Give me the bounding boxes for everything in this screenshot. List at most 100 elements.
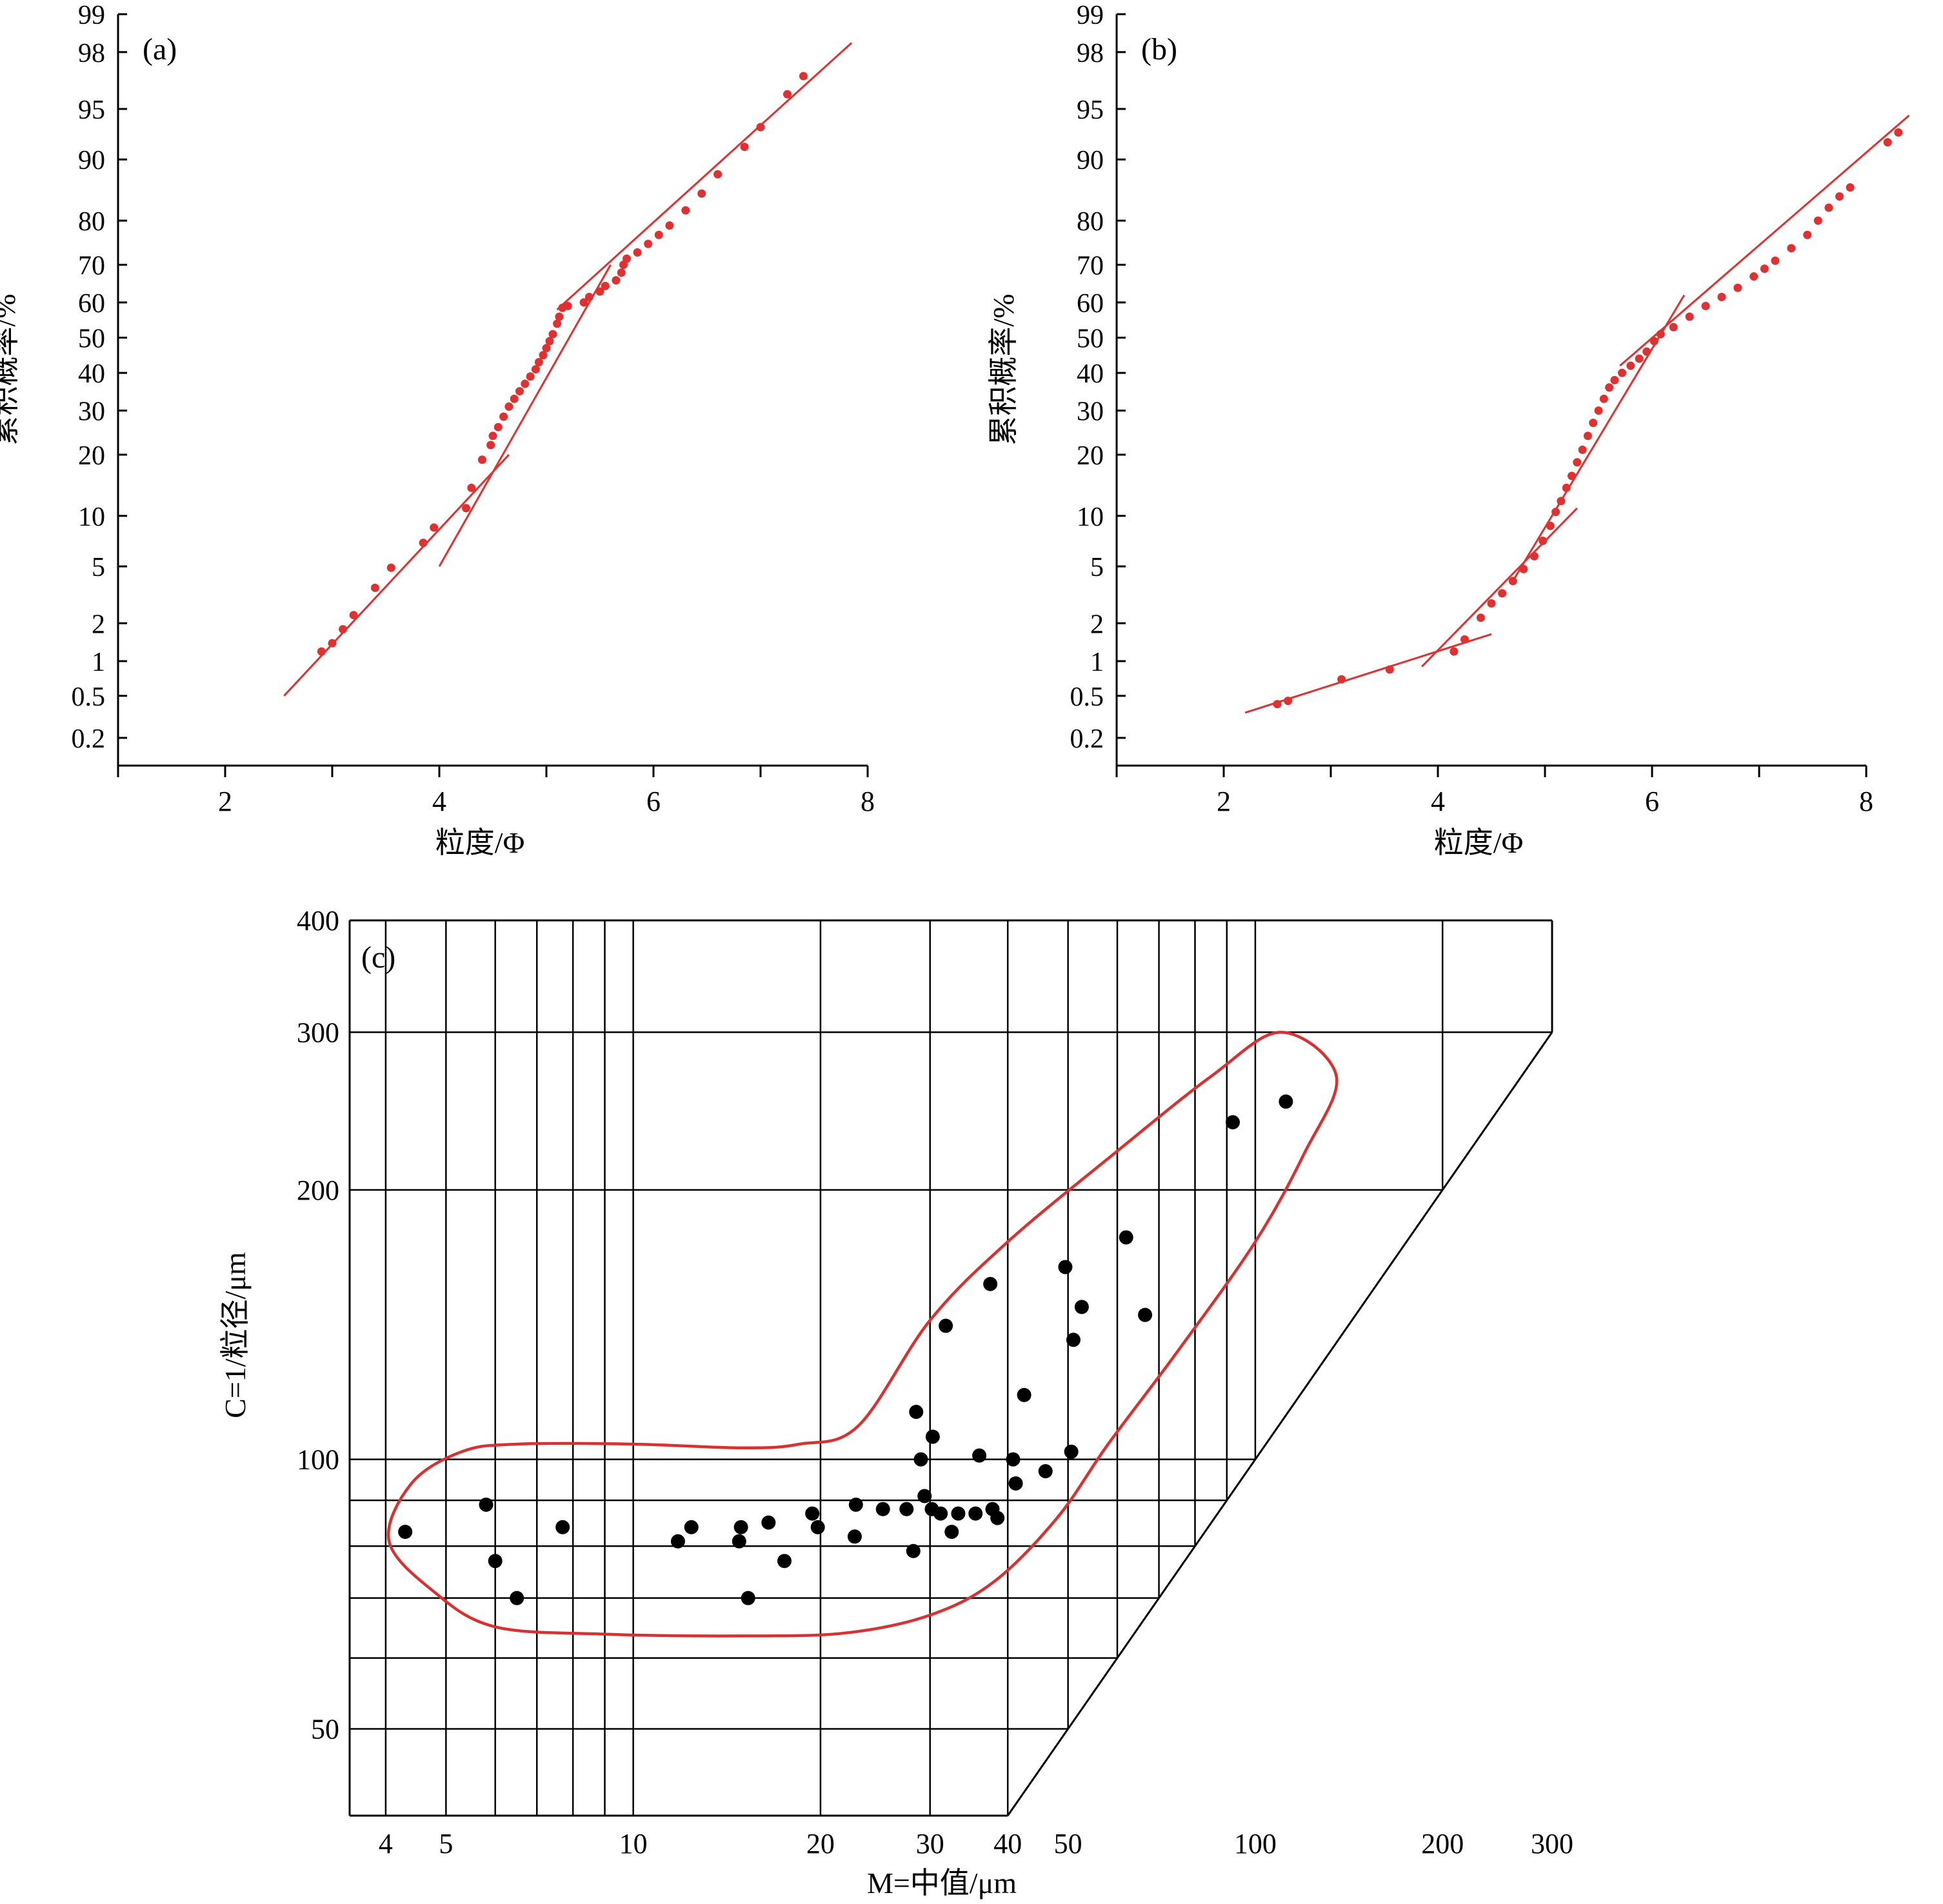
x-tick-label: 50 — [1054, 1828, 1082, 1859]
x-tick-label: 8 — [861, 786, 875, 817]
y-tick-label: 80 — [78, 207, 105, 237]
data-point — [370, 583, 379, 592]
y-tick-label: 2 — [92, 610, 105, 639]
y-tick-label: 50 — [311, 1713, 339, 1745]
data-point — [1074, 1300, 1089, 1314]
envelope-outline — [386, 1031, 1339, 1638]
data-point — [741, 1591, 755, 1605]
panel-b-y-axis-label: 累积概率/% — [987, 293, 1020, 445]
data-point — [1529, 551, 1539, 560]
data-point — [670, 1534, 685, 1549]
panel-a-y-ticks: 0.2 0.5 1 2 5 10 20 30 40 50 60 70 80 90 95 98 99 — [72, 1, 127, 754]
panel-a-x-ticks: 2 4 6 8 — [117, 766, 875, 817]
data-point — [515, 387, 524, 396]
data-point — [531, 365, 540, 374]
data-point — [1006, 1452, 1021, 1467]
data-point — [1064, 1444, 1079, 1459]
data-point — [1846, 183, 1855, 192]
data-point — [805, 1506, 820, 1521]
data-point — [548, 330, 557, 339]
data-point — [462, 504, 470, 513]
y-tick-label: 60 — [1077, 289, 1104, 319]
data-point — [526, 372, 535, 381]
panel-c-cm-chart: 50 100 200 300 400 4 5 10 20 30 40 50 100 200 300 (c)… — [219, 905, 1573, 1899]
data-point — [951, 1506, 966, 1521]
data-point — [1642, 347, 1651, 356]
y-tick-label: 40 — [78, 359, 105, 389]
x-tick-label: 40 — [993, 1828, 1022, 1859]
y-tick-label: 10 — [78, 502, 105, 532]
y-tick-label: 70 — [78, 251, 105, 281]
panel-b-x-ticks: 2 4 6 8 — [1115, 766, 1873, 817]
data-point — [545, 337, 554, 346]
data-point — [553, 319, 562, 328]
y-tick-label: 400 — [297, 905, 339, 937]
data-point — [917, 1489, 932, 1503]
data-point — [939, 1318, 953, 1333]
data-point — [521, 379, 530, 388]
data-point — [488, 431, 497, 441]
y-tick-label: 20 — [78, 441, 105, 471]
data-point — [1610, 375, 1619, 384]
data-point — [510, 1591, 524, 1605]
data-point — [1498, 589, 1507, 598]
y-tick-label: 5 — [1090, 553, 1104, 582]
data-point — [665, 221, 674, 230]
data-point — [486, 441, 495, 450]
y-tick-label: 1 — [92, 648, 105, 677]
y-tick-label: 5 — [92, 553, 105, 582]
data-point — [349, 611, 358, 620]
panel-b-x-axis-label: 粒度/Φ — [1434, 826, 1523, 859]
data-point — [1508, 577, 1517, 586]
y-tick-label: 2 — [1090, 610, 1104, 639]
x-tick-label: 5 — [439, 1828, 453, 1859]
data-point — [1008, 1476, 1023, 1491]
y-tick-label: 20 — [1077, 441, 1104, 471]
data-point — [1539, 536, 1548, 545]
data-point — [328, 639, 337, 648]
data-point — [1835, 192, 1844, 201]
x-tick-label: 6 — [646, 786, 661, 817]
data-point — [579, 298, 588, 307]
data-point — [697, 189, 706, 198]
panel-c-envelope — [386, 1031, 1339, 1638]
data-point — [488, 1554, 503, 1569]
y-tick-label: 90 — [1077, 146, 1104, 175]
data-point — [1803, 230, 1812, 239]
data-point — [1337, 675, 1346, 684]
x-tick-label: 4 — [379, 1828, 393, 1859]
data-point — [933, 1506, 948, 1521]
data-point — [1578, 445, 1587, 454]
data-point — [612, 276, 621, 285]
data-point — [783, 90, 792, 99]
data-point — [733, 1520, 748, 1534]
x-tick-label: 20 — [806, 1828, 835, 1859]
y-tick-label: 30 — [1077, 397, 1104, 427]
data-point — [510, 394, 519, 403]
x-tick-label: 300 — [1531, 1828, 1573, 1859]
data-point — [499, 412, 508, 421]
data-point — [563, 301, 572, 310]
y-tick-label: 70 — [1077, 251, 1104, 281]
data-point — [430, 523, 439, 532]
data-point — [909, 1404, 924, 1419]
x-tick-label: 200 — [1421, 1828, 1464, 1859]
panel-c-x-axis-label: M=中值/μm — [867, 1867, 1017, 1899]
data-point — [684, 1520, 699, 1534]
y-tick-label: 300 — [297, 1016, 339, 1048]
y-tick-label: 90 — [78, 146, 105, 175]
panel-b-y-ticks: 0.2 0.5 1 2 5 10 20 30 40 50 60 70 80 90 95 98 99 — [1070, 1, 1126, 754]
y-tick-label: 95 — [78, 95, 105, 125]
data-point — [1058, 1260, 1073, 1274]
panel-b-axes — [1115, 14, 1866, 767]
data-point — [713, 170, 722, 179]
data-point — [1138, 1307, 1153, 1322]
data-point — [1583, 431, 1592, 441]
data-point — [1038, 1464, 1053, 1479]
x-tick-label: 2 — [218, 786, 232, 817]
data-point — [534, 358, 543, 367]
data-point — [1685, 312, 1694, 321]
data-point — [555, 312, 564, 321]
